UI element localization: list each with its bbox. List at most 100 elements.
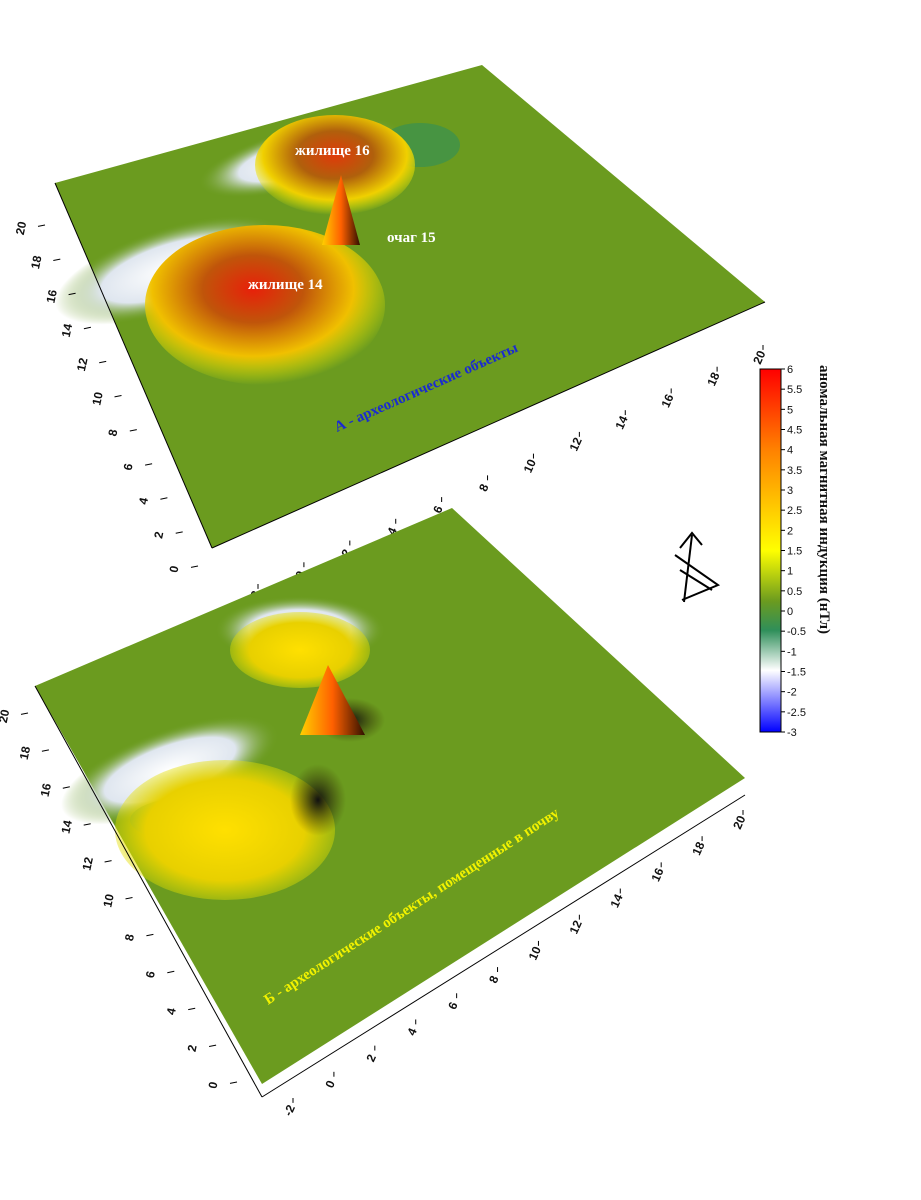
surface-b-x-tick-label: 0 <box>323 1078 339 1090</box>
surface-b-y-tick-label: 20 <box>0 708 12 724</box>
buried-dwelling-14 <box>115 760 335 900</box>
surface-b-x-tick-label: 2 <box>363 1052 379 1064</box>
surface-a-y-tick-mark <box>83 326 91 330</box>
surface-b-y-tick-mark <box>83 823 91 826</box>
colorbar-tick-label: 4.5 <box>787 425 802 437</box>
dwelling-16-mound <box>255 115 415 215</box>
surface-b-x-tick-label: 6 <box>445 999 461 1011</box>
colorbar-tick-label: -1.5 <box>787 667 806 679</box>
surface-b-y-tick-mark <box>167 970 175 974</box>
buried-hearth-15-peak <box>300 665 365 735</box>
surface-a-x-tick-label: 20 <box>750 348 768 366</box>
surface-a-x-tick-label: 14 <box>613 413 631 431</box>
surface-b-x-tick-label: 20 <box>730 813 748 831</box>
surface-a-x-tick-label: 10 <box>521 457 539 475</box>
surface-b-y-tick-mark <box>62 786 70 789</box>
surface-a-y-tick-label: 8 <box>105 428 120 438</box>
surface-plot-a <box>55 65 765 548</box>
colorbar-tick-label: 1.5 <box>787 546 802 558</box>
surface-a-y-tick-label: 14 <box>59 322 76 338</box>
surface-a-y-tick-mark <box>114 395 122 398</box>
colorbar-tick-label: -0.5 <box>787 626 806 638</box>
surface-b-plane <box>35 508 745 1084</box>
colorbar-tick-label: -3 <box>787 727 797 739</box>
surface-b-axes: 0 2 4 6 8 10 12 14 16 18 20 -2 0 2 4 6 8 10 12 14 16 18 20 <box>0 685 749 1118</box>
surface-a-y-tick-label: 18 <box>28 254 45 270</box>
surface-a-y-tick-mark <box>68 292 76 296</box>
surface-b-y-tick-label: 8 <box>122 933 137 943</box>
dwelling-14-mound <box>145 225 385 385</box>
surface-a-x-tick-label: 12 <box>567 435 585 453</box>
surface-b-x-tick-label: 4 <box>404 1026 420 1038</box>
label-dwelling-14: жилище 14 <box>248 277 323 293</box>
colorbar-tick-label: 5.5 <box>787 384 802 396</box>
surface-b-y-tick-mark <box>188 1007 196 1011</box>
colorbar-tick-label: 0 <box>787 606 793 618</box>
surface-b-y-tick-mark <box>146 933 154 937</box>
surface-a-y-tick-mark <box>99 360 107 364</box>
surface-a-y-tick-label: 10 <box>89 390 106 406</box>
surface-a-y-tick-label: 16 <box>43 288 60 304</box>
label-dwelling-16: жилище 16 <box>295 143 370 159</box>
surface-b-x-tick-label: 18 <box>689 839 707 857</box>
surface-a-y-tick-label: 0 <box>167 564 182 574</box>
surface-b-y-tick-label: 4 <box>164 1006 179 1016</box>
surface-b-y-tick-label: 14 <box>59 819 76 835</box>
surface-b-y-tick-mark <box>41 749 49 752</box>
surface-a-y-tick-mark <box>160 497 168 500</box>
surface-a-y-tick-mark <box>145 463 153 466</box>
north-arrow-icon <box>674 531 721 603</box>
surface-b-x-tick-label: 12 <box>567 918 585 936</box>
colorbar-tick-label: 2.5 <box>787 505 802 517</box>
surface-a-y-tick-label: 6 <box>121 462 136 472</box>
surface-a-x-tick-label: 8 <box>476 482 492 494</box>
surface-a-x-tick-label: 18 <box>704 370 722 388</box>
buried-dwelling-16 <box>230 612 370 688</box>
colorbar-tick-label: 2 <box>787 525 793 537</box>
surface-a-y-tick-mark <box>175 531 183 534</box>
surface-b-y-tick-label: 2 <box>185 1043 200 1053</box>
colorbar-tick-label: -2 <box>787 687 797 699</box>
colorbar-tick-label: -1 <box>787 646 797 658</box>
colorbar-tick-label: -2.5 <box>787 707 806 719</box>
surface-b-y-tick-mark <box>229 1081 238 1084</box>
surface-a-y-tick-label: 4 <box>136 496 151 506</box>
surface-a-y-tick-mark <box>53 258 61 261</box>
colorbar-tick-label: 0.5 <box>787 586 802 598</box>
colorbar-tick-label: 5 <box>787 404 793 416</box>
surface-b-x-tick-label: -2 <box>281 1102 298 1118</box>
surface-b-x-tick-label: 8 <box>486 973 502 985</box>
surface-b-y-tick-mark <box>209 1044 217 1047</box>
colorbar-tick-label: 1 <box>787 566 793 578</box>
colorbar-tick-label: 3 <box>787 485 793 497</box>
surface-plot-b <box>35 508 745 1084</box>
surface-b-y-tick-mark <box>104 860 112 863</box>
surface-a-y-tick-label: 2 <box>151 530 166 540</box>
colorbar-tick-label: 4 <box>787 445 793 457</box>
surface-b-y-tick-label: 0 <box>206 1080 221 1090</box>
surface-a-y-tick-label: 12 <box>74 356 91 372</box>
label-hearth-15: очаг 15 <box>387 230 436 246</box>
surface-a-y-tick-label: 20 <box>13 220 30 236</box>
surface-b-x-tick-label: 14 <box>608 892 626 910</box>
surface-a-y-tick-mark <box>37 224 46 227</box>
colorbar-tick-label: 3.5 <box>787 465 802 477</box>
surface-b-y-tick-label: 12 <box>79 855 96 871</box>
colorbar-title: аномальная магнитная индукция (нТл) <box>816 365 832 634</box>
surface-b-y-tick-mark <box>20 712 29 715</box>
surface-a-y-tick-mark <box>190 565 199 568</box>
colorbar-tick-label: 6 <box>787 364 793 376</box>
surface-a-y-tick-mark <box>129 429 137 432</box>
surface-b-y-tick-mark <box>125 897 133 900</box>
surface-b-x-tick-label: 10 <box>526 944 544 962</box>
surface-b-x-tick-label: 16 <box>648 866 666 884</box>
surface-b-y-tick-label: 16 <box>38 782 55 798</box>
surface-a-x-tick-label: 16 <box>658 392 676 410</box>
colorbar-ramp <box>759 368 782 733</box>
hearth-15-peak <box>322 175 360 245</box>
surface-b-y-tick-label: 18 <box>17 745 34 761</box>
colorbar: 6 5.5 5 4.5 4 3.5 3 2.5 2 1.5 1 0.5 0 -0.5 -1 -1.5 -2 -2.… <box>759 364 832 739</box>
surface-b-y-tick-label: 10 <box>100 892 117 908</box>
surface-b-y-tick-label: 6 <box>143 969 158 979</box>
